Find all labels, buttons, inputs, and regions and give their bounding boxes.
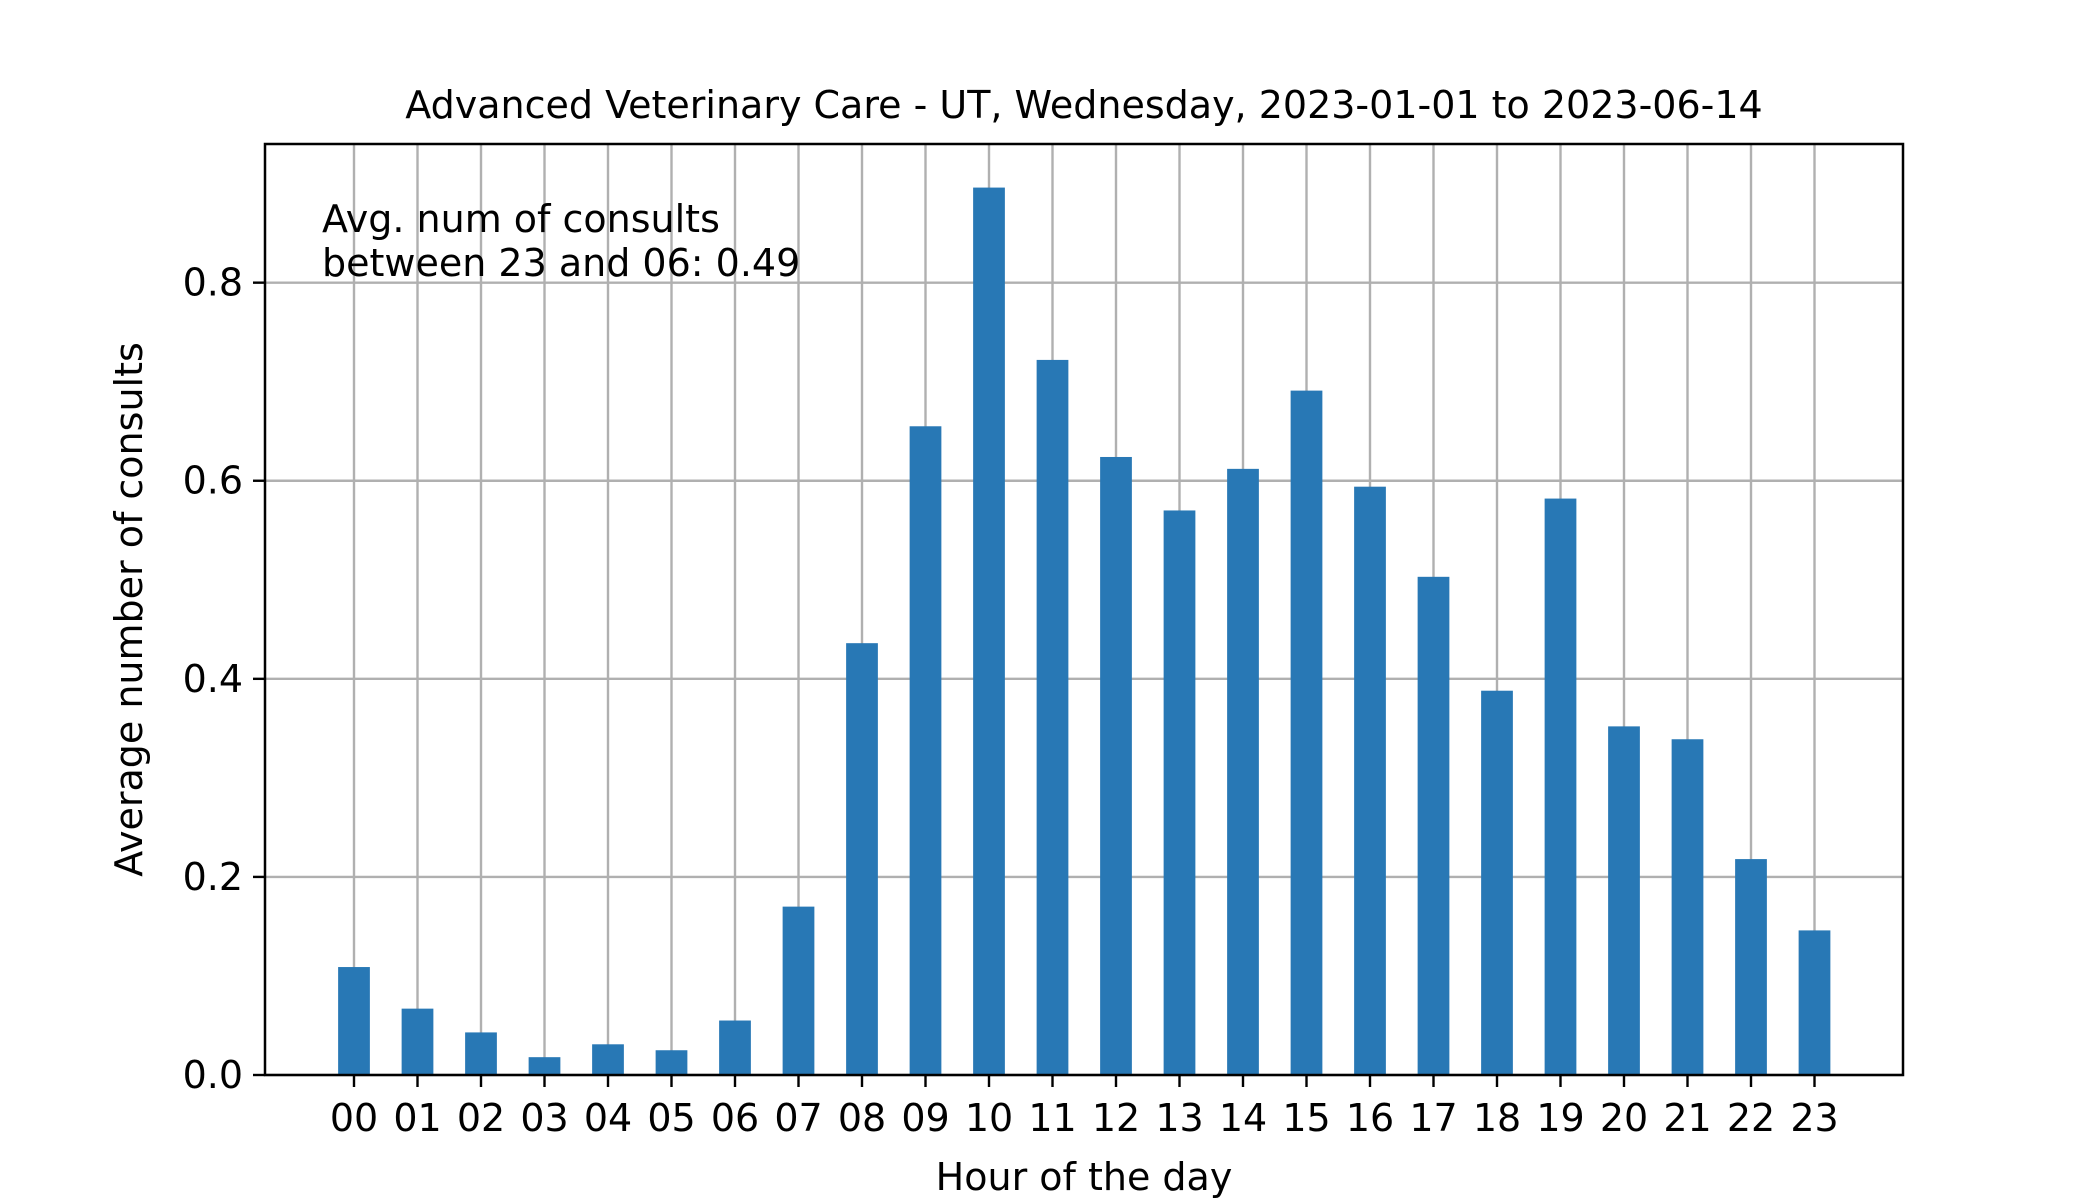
bar-22	[1735, 859, 1767, 1075]
x-tick-label: 09	[901, 1096, 949, 1140]
y-tick-label: 0.8	[183, 261, 243, 305]
bar-00	[338, 967, 370, 1075]
bar-08	[846, 643, 878, 1075]
x-tick-label: 01	[393, 1096, 441, 1140]
x-tick-label: 12	[1092, 1096, 1140, 1140]
bar-13	[1163, 510, 1196, 1075]
x-tick-label: 23	[1790, 1096, 1838, 1140]
x-tick-label: 03	[520, 1096, 568, 1140]
bar-14	[1227, 468, 1259, 1075]
bar-19	[1544, 498, 1577, 1075]
x-tick-label: 21	[1663, 1096, 1711, 1140]
x-tick-label: 19	[1536, 1096, 1584, 1140]
y-tick-label: 0.0	[183, 1053, 243, 1097]
bar-20	[1608, 726, 1640, 1075]
chart-title: Advanced Veterinary Care - UT, Wednesday…	[405, 83, 1762, 127]
annotation-line-2: between 23 and 06: 0.49	[322, 241, 800, 285]
bar-11	[1036, 359, 1069, 1075]
bar-06	[719, 1020, 751, 1075]
x-tick-label: 14	[1219, 1096, 1267, 1140]
plot-area-frame	[263, 142, 1905, 1077]
x-tick-label: 08	[838, 1096, 886, 1140]
x-tick-label: 15	[1282, 1096, 1330, 1140]
x-tick-label: 07	[774, 1096, 822, 1140]
x-axis-label: Hour of the day	[936, 1155, 1233, 1199]
bar-18	[1481, 690, 1513, 1075]
bar-03	[528, 1057, 561, 1075]
bar-10	[973, 187, 1005, 1075]
x-tick-label: 06	[711, 1096, 759, 1140]
x-tick-label: 16	[1346, 1096, 1394, 1140]
x-tick-label: 22	[1727, 1096, 1775, 1140]
y-tick-label: 0.4	[183, 657, 243, 701]
bar-04	[592, 1044, 624, 1075]
x-tick-label: 13	[1155, 1096, 1203, 1140]
annotation-line-1: Avg. num of consults	[322, 197, 720, 241]
bar-09	[909, 426, 942, 1076]
bar-16	[1354, 486, 1386, 1075]
x-tick-label: 00	[330, 1096, 378, 1140]
bar-02	[465, 1032, 497, 1075]
bar-21	[1671, 739, 1704, 1075]
x-tick-label: 10	[965, 1096, 1013, 1140]
y-tick-label: 0.6	[183, 459, 243, 503]
x-tick-label: 17	[1409, 1096, 1457, 1140]
x-tick-label: 20	[1600, 1096, 1648, 1140]
bar-17	[1417, 576, 1450, 1075]
x-tick-label: 18	[1473, 1096, 1521, 1140]
x-tick-label: 05	[647, 1096, 695, 1140]
bar-12	[1100, 456, 1132, 1075]
bar-23	[1798, 930, 1831, 1075]
bar-07	[782, 906, 815, 1075]
x-tick-label: 11	[1028, 1096, 1076, 1140]
bars	[338, 187, 1831, 1076]
bar-01	[401, 1008, 434, 1075]
bar-05	[655, 1050, 688, 1075]
bar-15	[1290, 390, 1323, 1075]
x-tick-label: 04	[584, 1096, 632, 1140]
axis-ticks: 0.0 0.2 0.4 0.6 0.8 00 01 02 03 04 05 06 07 08 09 10 11 1…	[183, 261, 1839, 1140]
y-axis-label: Average number of consults	[107, 342, 151, 877]
x-tick-label: 02	[457, 1096, 505, 1140]
y-tick-label: 0.2	[183, 855, 243, 899]
